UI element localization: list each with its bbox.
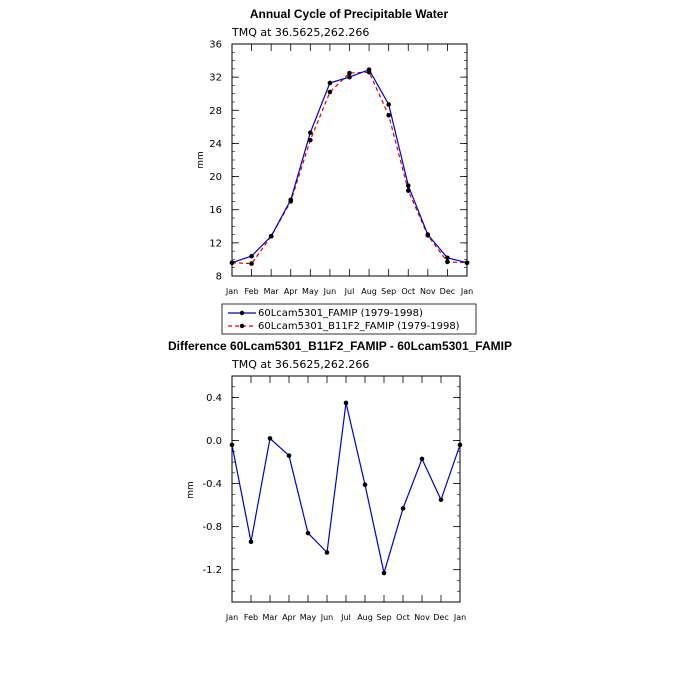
legend-label-series-2: 60Lcam5301_B11F2_FAMIP (1979-1998) <box>258 321 460 332</box>
series-line-1 <box>231 68 468 264</box>
data-point-series-2 <box>425 233 431 238</box>
panel-annual-cycle: Annual Cycle of Precipitable Water TMQ a… <box>196 7 477 335</box>
chart-title: Annual Cycle of Precipitable Water <box>250 7 449 21</box>
y-tick-label: 0.4 <box>206 393 222 404</box>
x-tick-label: Oct <box>396 613 410 622</box>
x-tick-label: Dec <box>433 613 448 622</box>
data-point-series-2 <box>288 199 294 204</box>
chart-title: Difference 60Lcam5301_B11F2_FAMIP - 60Lc… <box>168 339 512 353</box>
data-point-series-1 <box>438 497 444 503</box>
data-point-series-2 <box>386 112 391 118</box>
x-tick-label: Apr <box>284 287 299 296</box>
data-point-series-2 <box>405 188 411 193</box>
x-tick-label: Feb <box>244 287 258 296</box>
y-tick-label: 24 <box>209 139 222 150</box>
y-tick-label: -0.4 <box>202 479 222 490</box>
data-point-series-1 <box>343 400 349 406</box>
x-tick-label: Jul <box>344 287 355 296</box>
data-point-series-2 <box>268 233 274 239</box>
x-tick-label: Aug <box>361 287 377 296</box>
data-point-series-1 <box>381 570 387 576</box>
chart-subtitle: TMQ at 36.5625,262.266 <box>231 26 369 39</box>
series-line-2 <box>231 71 468 265</box>
y-axis-label: mm <box>196 151 206 169</box>
y-tick-label: 36 <box>209 40 222 51</box>
data-point-series-1 <box>327 80 333 86</box>
x-tick-label: Jan <box>460 287 473 296</box>
legend-label-series-1: 60Lcam5301_FAMIP (1979-1998) <box>258 308 423 319</box>
x-tick-label: Dec <box>440 287 455 296</box>
data-point-series-1 <box>405 183 411 188</box>
x-tick-label: Jun <box>323 287 337 296</box>
x-tick-label: Jan <box>453 613 466 622</box>
legend-marker-series-2 <box>239 323 245 329</box>
panel-difference: Difference 60Lcam5301_B11F2_FAMIP - 60Lc… <box>168 339 512 622</box>
y-tick-label: 12 <box>209 238 222 249</box>
x-tick-label: Sep <box>376 613 391 622</box>
x-tick-label: May <box>300 613 317 622</box>
data-point-series-1 <box>445 255 450 261</box>
data-point-series-2 <box>347 70 352 76</box>
legend-box <box>221 303 477 335</box>
data-point-series-2 <box>327 89 333 95</box>
y-tick-label: 8 <box>216 272 222 283</box>
data-point-series-1 <box>324 550 330 555</box>
y-tick-label: 32 <box>209 73 222 84</box>
y-tick-label: 20 <box>209 172 222 183</box>
y-tick-label: -0.8 <box>202 522 222 533</box>
x-tick-label: May <box>302 287 319 296</box>
data-point-series-2 <box>308 137 313 143</box>
y-tick-label: 16 <box>209 205 222 216</box>
data-point-series-2 <box>366 69 372 75</box>
data-point-series-1 <box>400 506 406 511</box>
data-point-series-1 <box>362 482 368 487</box>
chart-subtitle: TMQ at 36.5625,262.266 <box>231 358 369 371</box>
x-tick-label: Jun <box>320 613 334 622</box>
data-point-series-2 <box>445 259 450 265</box>
y-axis-label: mm <box>186 481 196 499</box>
data-point-series-1 <box>249 253 254 259</box>
data-point-series-1 <box>267 436 273 441</box>
plot-frame <box>231 375 461 603</box>
legend-marker-series-1 <box>239 310 245 316</box>
x-tick-label: Jul <box>340 613 351 622</box>
data-point-series-2 <box>249 261 254 266</box>
series-line-1 <box>231 402 461 574</box>
x-tick-label: Sep <box>381 287 396 296</box>
data-point-series-1 <box>308 130 313 135</box>
x-tick-label: Mar <box>264 287 280 296</box>
x-tick-label: Nov <box>420 287 436 296</box>
data-point-series-1 <box>419 456 425 462</box>
x-tick-label: Aug <box>357 613 373 622</box>
y-tick-label: 28 <box>209 106 222 117</box>
x-tick-label: Jan <box>225 287 238 296</box>
y-tick-label: 0.0 <box>206 436 222 447</box>
data-point-series-1 <box>305 530 311 536</box>
x-tick-label: Nov <box>414 613 430 622</box>
x-tick-label: Feb <box>244 613 258 622</box>
data-point-series-1 <box>286 453 292 458</box>
data-point-series-1 <box>248 539 254 545</box>
legend: 60Lcam5301_FAMIP (1979-1998) 60Lcam5301_… <box>221 303 477 335</box>
plot-frame <box>231 43 468 277</box>
x-tick-label: Oct <box>401 287 415 296</box>
x-tick-label: Apr <box>282 613 297 622</box>
data-point-series-1 <box>347 74 352 80</box>
data-point-series-1 <box>386 102 391 107</box>
x-tick-label: Mar <box>262 613 278 622</box>
y-tick-label: -1.2 <box>202 565 222 576</box>
x-tick-label: Jan <box>225 613 238 622</box>
